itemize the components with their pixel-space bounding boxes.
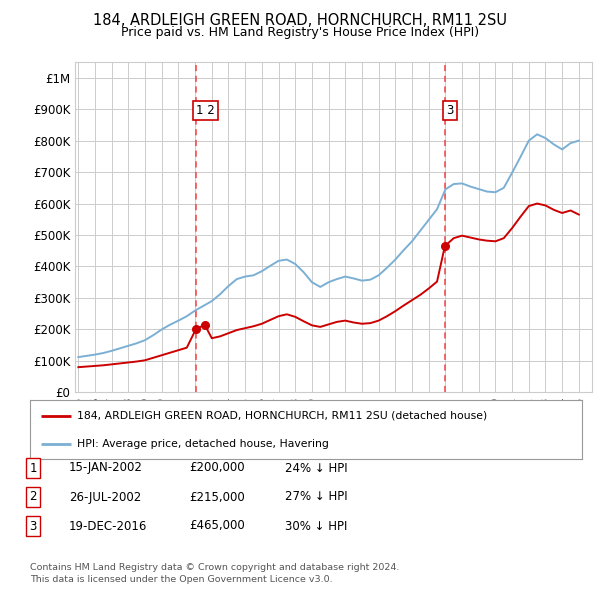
Text: Price paid vs. HM Land Registry's House Price Index (HPI): Price paid vs. HM Land Registry's House … — [121, 26, 479, 39]
Text: 184, ARDLEIGH GREEN ROAD, HORNCHURCH, RM11 2SU: 184, ARDLEIGH GREEN ROAD, HORNCHURCH, RM… — [93, 13, 507, 28]
Text: 1 2: 1 2 — [196, 104, 215, 117]
Text: 19-DEC-2016: 19-DEC-2016 — [69, 520, 148, 533]
Text: 3: 3 — [29, 520, 37, 533]
Text: 26-JUL-2002: 26-JUL-2002 — [69, 490, 141, 503]
Text: 2: 2 — [29, 490, 37, 503]
Text: 184, ARDLEIGH GREEN ROAD, HORNCHURCH, RM11 2SU (detached house): 184, ARDLEIGH GREEN ROAD, HORNCHURCH, RM… — [77, 411, 487, 421]
Text: 30% ↓ HPI: 30% ↓ HPI — [285, 520, 347, 533]
Text: HPI: Average price, detached house, Havering: HPI: Average price, detached house, Have… — [77, 440, 329, 449]
Text: 15-JAN-2002: 15-JAN-2002 — [69, 461, 143, 474]
Text: £215,000: £215,000 — [189, 490, 245, 503]
Text: £465,000: £465,000 — [189, 520, 245, 533]
Text: 27% ↓ HPI: 27% ↓ HPI — [285, 490, 347, 503]
Text: This data is licensed under the Open Government Licence v3.0.: This data is licensed under the Open Gov… — [30, 575, 332, 584]
Text: 3: 3 — [446, 104, 454, 117]
Text: 1: 1 — [29, 461, 37, 474]
Text: Contains HM Land Registry data © Crown copyright and database right 2024.: Contains HM Land Registry data © Crown c… — [30, 563, 400, 572]
Text: 24% ↓ HPI: 24% ↓ HPI — [285, 461, 347, 474]
Text: £200,000: £200,000 — [189, 461, 245, 474]
